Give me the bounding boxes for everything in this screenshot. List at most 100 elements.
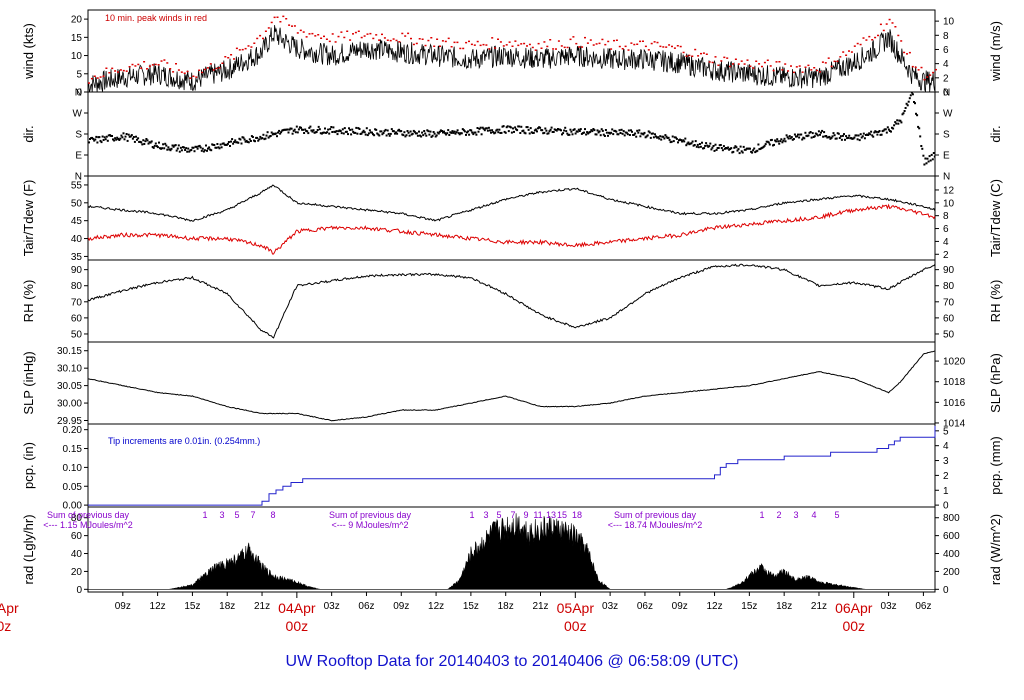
dir-point: [324, 127, 326, 130]
dir-point: [306, 130, 309, 133]
dir-point: [287, 131, 290, 134]
dir-point: [424, 132, 427, 135]
dir-point: [853, 136, 856, 139]
peak-wind-point: [569, 38, 572, 41]
peak-wind-point: [560, 45, 563, 47]
dir-point: [567, 133, 570, 136]
dir-point: [835, 137, 838, 140]
dir-point: [206, 149, 208, 152]
dir-point: [845, 135, 848, 138]
peak-wind-point: [592, 44, 595, 46]
dir-point: [500, 131, 503, 134]
peak-wind-point: [917, 69, 920, 71]
dir-point: [622, 130, 625, 133]
dir-point: [496, 128, 499, 131]
peak-wind-point: [758, 63, 761, 65]
day-label-hour: 00z: [286, 618, 309, 634]
dir-point: [284, 128, 287, 131]
dir-point: [124, 135, 127, 138]
dir-point: [484, 127, 487, 130]
dir-point: [208, 146, 211, 149]
x-axis: 09z 12z 15z 18z 21z 03z 06z 09z 12z 15z 18z 21z 03z 0…: [0, 592, 931, 634]
peak-wind-point: [99, 76, 102, 78]
dir-point: [94, 138, 97, 141]
peak-wind-point: [305, 36, 308, 38]
dir-point: [259, 135, 262, 138]
rad-hour-mark: 3: [219, 510, 224, 520]
peak-wind-point: [584, 36, 586, 39]
dir-point: [662, 135, 665, 138]
dir-point: [243, 138, 246, 141]
x-tick-label: 06z: [358, 601, 374, 612]
dir-point: [812, 136, 815, 138]
dir-point: [465, 133, 467, 136]
dir-point: [573, 128, 576, 131]
day-label-date: 05Apr: [557, 600, 595, 616]
dir-point: [876, 133, 879, 136]
dir-point: [915, 112, 917, 115]
peak-wind-point: [282, 15, 285, 18]
rad-hour-mark: 2: [776, 510, 781, 520]
dir-point: [532, 131, 535, 134]
peak-wind-point: [302, 31, 305, 33]
left-tick-label: 50: [71, 329, 83, 340]
dir-point: [777, 140, 780, 143]
peak-wind-point: [369, 32, 372, 35]
dir-point: [240, 142, 243, 145]
dir-point: [265, 134, 268, 137]
peak-wind-point: [827, 57, 830, 59]
dir-point: [840, 138, 843, 141]
peak-wind-point: [932, 71, 935, 74]
dir-point: [618, 129, 621, 132]
dir-point: [838, 137, 841, 139]
dir-point: [587, 132, 590, 135]
dir-point: [545, 129, 548, 132]
x-tick-label: 03z: [602, 601, 618, 612]
peak-wind-point: [131, 63, 134, 66]
dir-point: [684, 137, 687, 140]
dir-point: [858, 139, 861, 142]
dir-point: [209, 148, 212, 151]
dir-point: [874, 130, 877, 133]
left-tick-label: 0.10: [63, 463, 83, 474]
peak-wind-point: [407, 32, 410, 35]
dir-point: [390, 128, 393, 131]
peak-wind-point: [453, 41, 456, 44]
peak-wind-point: [766, 59, 769, 61]
peak-wind-point: [714, 56, 717, 58]
dir-point: [839, 135, 842, 138]
dir-point: [519, 132, 522, 134]
dir-point: [376, 132, 379, 135]
dir-point: [280, 131, 283, 134]
peak-wind-point: [685, 55, 688, 57]
dir-point: [491, 129, 494, 132]
dir-point: [152, 146, 155, 149]
dir-point: [562, 132, 565, 135]
y-label-left: wind (kts): [21, 23, 36, 80]
dir-point: [164, 142, 167, 145]
dir-point: [605, 131, 608, 134]
dir-point: [798, 136, 801, 139]
day-label-date: 06Apr: [835, 600, 873, 616]
rad-hour-mark: 5: [496, 510, 501, 520]
dir-point: [727, 146, 730, 149]
peak-wind-point: [201, 71, 204, 74]
peak-wind-point: [320, 37, 323, 39]
y-label-right: pcp. (mm): [988, 436, 1003, 495]
dir-point: [878, 130, 881, 132]
peak-wind-point: [436, 38, 439, 40]
peak-wind-point: [566, 46, 569, 49]
dir-point: [364, 133, 367, 136]
dir-point: [499, 132, 502, 134]
dir-point: [819, 133, 821, 136]
dir-point: [149, 141, 152, 144]
dir-point: [116, 136, 119, 139]
dir-point: [720, 147, 723, 149]
dir-point: [385, 134, 388, 137]
peak-wind-point: [206, 67, 209, 69]
dir-point: [447, 129, 450, 132]
peak-wind-point: [528, 43, 531, 46]
dir-point: [437, 132, 440, 135]
dir-point: [453, 130, 456, 133]
dir-point: [821, 129, 824, 132]
